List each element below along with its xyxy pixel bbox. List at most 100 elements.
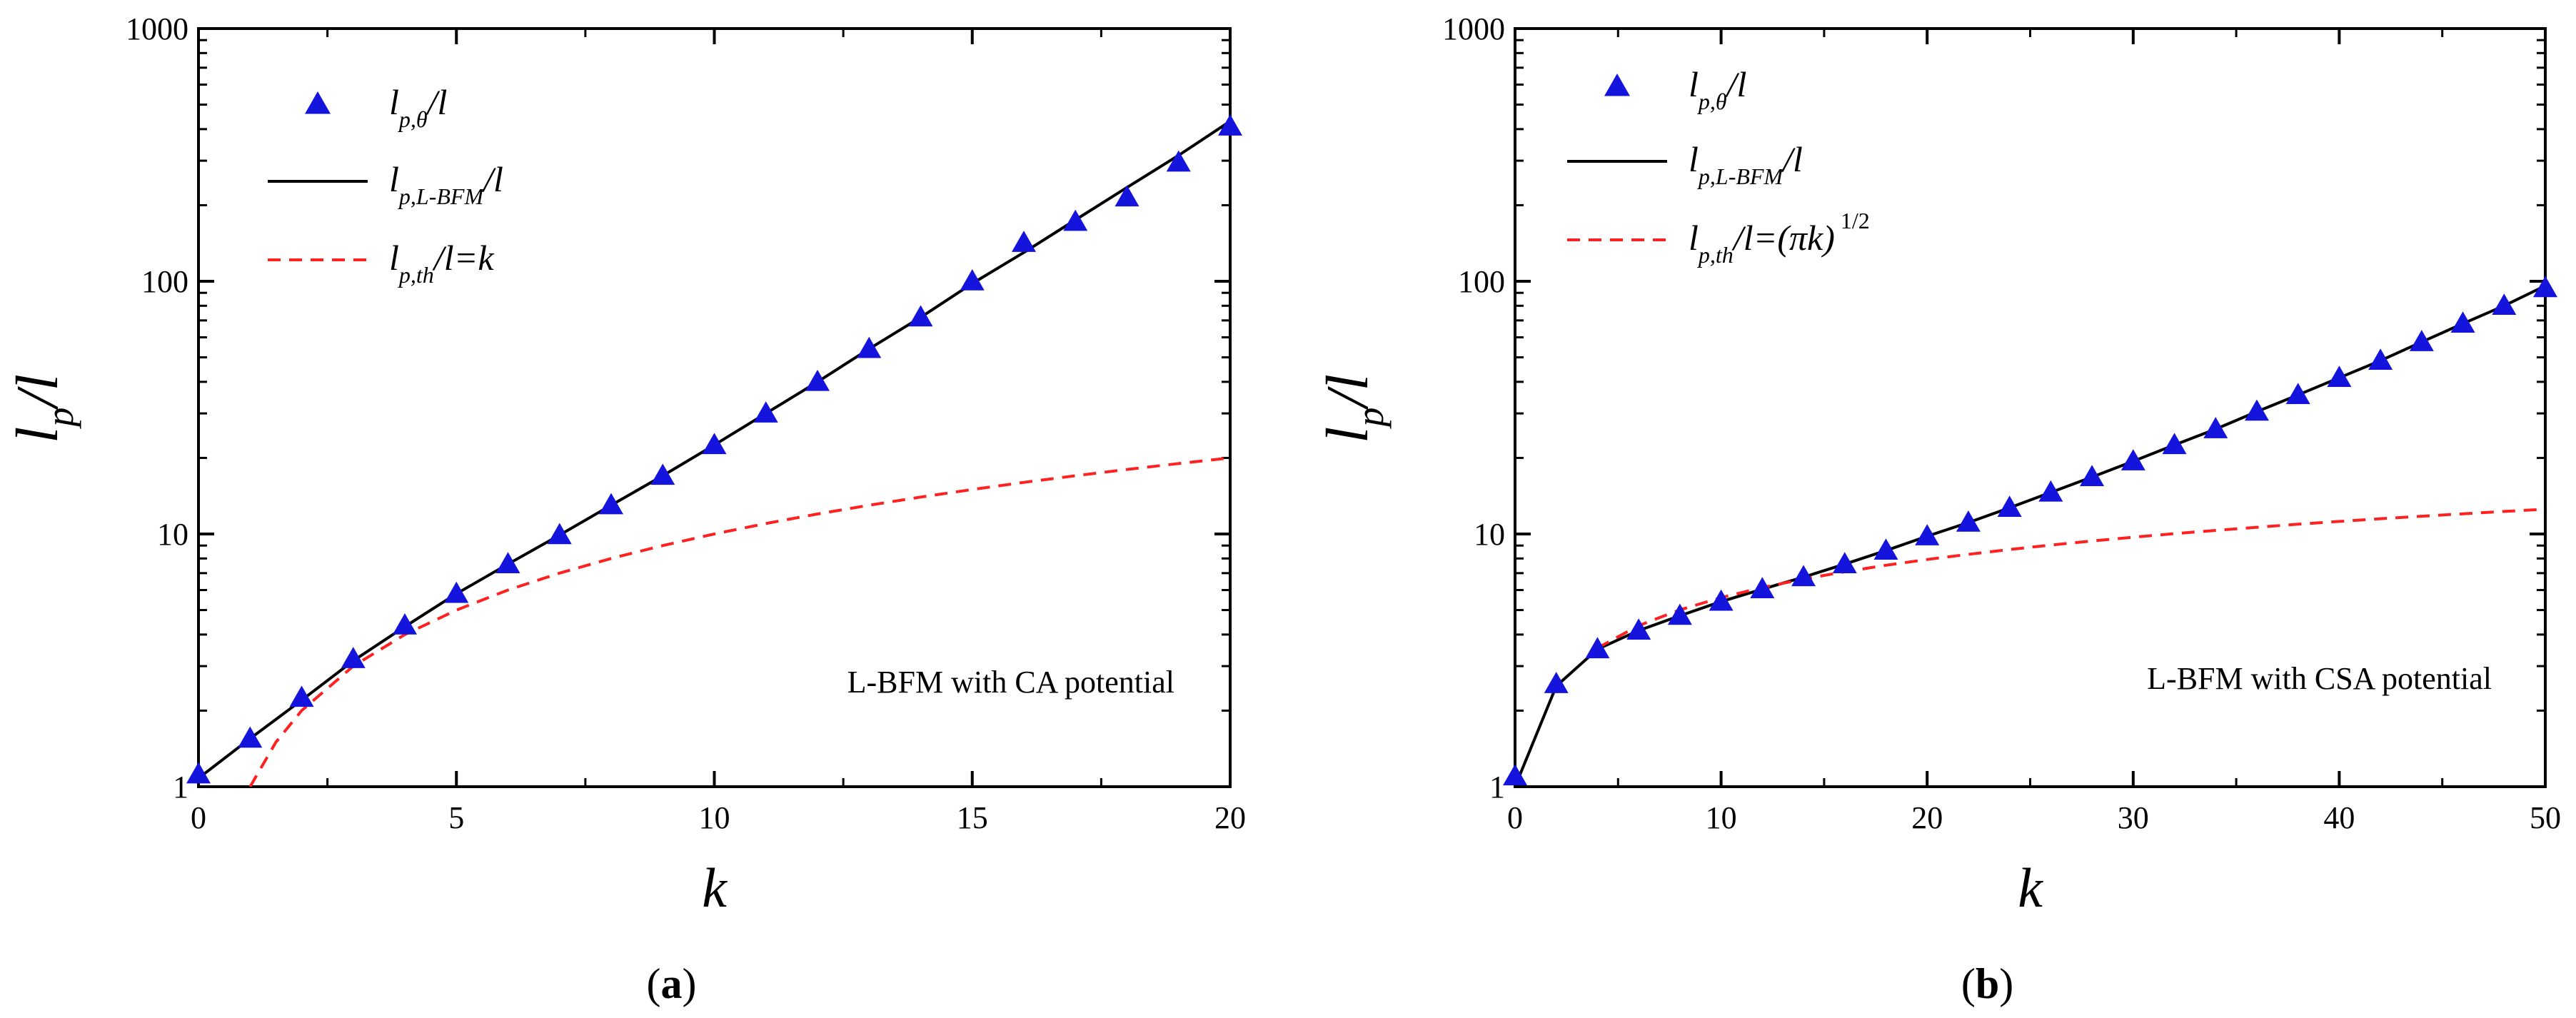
chart-annotation: L-BFM with CA potential bbox=[847, 665, 1174, 700]
y-tick-label: 100 bbox=[1458, 264, 1505, 299]
data-point bbox=[2244, 399, 2269, 421]
x-tick-label: 10 bbox=[1706, 800, 1737, 835]
panel-label-open: ( bbox=[1961, 960, 1976, 1007]
data-point bbox=[2450, 311, 2475, 333]
legend-marker-label: lp,θ/l bbox=[1689, 64, 1746, 114]
chart-annotation: L-BFM with CSA potential bbox=[2147, 661, 2492, 696]
y-tick-label: 1 bbox=[173, 770, 188, 805]
legend-label-tail: /l bbox=[426, 82, 448, 122]
data-point bbox=[908, 305, 933, 327]
legend-marker-label: lp,θ/l bbox=[389, 82, 447, 132]
data-point bbox=[702, 433, 727, 455]
data-point bbox=[1012, 231, 1036, 252]
x-tick-label: 20 bbox=[1911, 800, 1943, 835]
legend-label-sub: p,L-BFM bbox=[1697, 163, 1785, 189]
fit-line bbox=[1515, 284, 2545, 787]
data-point bbox=[1832, 552, 1857, 573]
y-tick-label: 10 bbox=[157, 517, 188, 552]
legend-theory-label: lp,th/l=k bbox=[389, 238, 494, 288]
legend-marker-swatch bbox=[1604, 74, 1630, 96]
data-point bbox=[2409, 330, 2434, 351]
legend-fit-label: lp,L-BFM/l bbox=[1689, 139, 1803, 189]
data-point bbox=[857, 336, 882, 358]
panel-label-close: ) bbox=[683, 960, 697, 1007]
x-tick-label: 5 bbox=[448, 800, 464, 835]
data-point bbox=[1709, 589, 1734, 611]
data-point bbox=[1063, 209, 1088, 231]
x-tick-label: 10 bbox=[699, 800, 730, 835]
data-point bbox=[2038, 480, 2063, 502]
data-point bbox=[2120, 449, 2145, 470]
panel-label-letter: b bbox=[1976, 960, 1999, 1007]
x-tick-label: 0 bbox=[191, 800, 206, 835]
y-axis-label-main: l bbox=[4, 427, 71, 443]
data-point bbox=[289, 685, 314, 707]
data-point bbox=[1997, 495, 2022, 518]
x-tick-label: 30 bbox=[2118, 800, 2149, 835]
data-point bbox=[341, 647, 366, 668]
data-point bbox=[599, 493, 623, 515]
data-point bbox=[1873, 538, 1898, 560]
y-tick-label: 1000 bbox=[126, 11, 188, 46]
data-point bbox=[1218, 114, 1242, 136]
legend-label-sub: p,th bbox=[1697, 242, 1734, 268]
x-tick-label: 15 bbox=[957, 800, 988, 835]
data-point bbox=[2162, 433, 2187, 455]
data-point bbox=[1166, 150, 1191, 172]
data-point bbox=[2368, 348, 2393, 370]
legend-label-tail: /l=(πk) bbox=[1731, 218, 1835, 258]
legend-label-main: l bbox=[1689, 64, 1699, 104]
x-axis-label: k bbox=[702, 857, 728, 919]
data-point bbox=[393, 613, 417, 635]
legend-label-tail: /l=k bbox=[432, 238, 495, 278]
legend-label-sub: p,θ bbox=[1697, 89, 1727, 114]
data-point bbox=[1956, 510, 1981, 532]
legend-label-main: l bbox=[1689, 218, 1699, 258]
legend-label-tail: /l bbox=[1781, 139, 1803, 179]
data-point bbox=[1626, 618, 1651, 640]
chart-panel-b: 0 10 20 30 40 501101001000klp/llp,θ/llp,L-BFM… bbox=[1314, 11, 2561, 1007]
chart-panel-a: 0 5 10 15 201101001000klp/llp,θ/llp,L-BFM/ll… bbox=[4, 11, 1246, 1007]
y-tick-label: 1000 bbox=[1442, 11, 1505, 46]
legend-fit-label: lp,L-BFM/l bbox=[389, 159, 503, 209]
data-point bbox=[444, 581, 469, 603]
data-point bbox=[2492, 293, 2517, 316]
data-point bbox=[805, 369, 830, 391]
panel-label: (a) bbox=[647, 960, 697, 1007]
legend-label-main: l bbox=[1689, 139, 1699, 179]
series-layer bbox=[1515, 284, 2545, 787]
panel-label-letter: a bbox=[661, 960, 683, 1007]
panel-label: (b) bbox=[1961, 960, 2013, 1007]
legend-label-tail: /l bbox=[481, 159, 503, 199]
data-point bbox=[495, 552, 520, 573]
y-tick-label: 1 bbox=[1489, 770, 1505, 805]
data-point bbox=[2327, 366, 2352, 387]
y-axis-label-sub: p bbox=[1349, 408, 1392, 430]
data-point bbox=[1750, 577, 1775, 599]
y-axis-label: lp/l bbox=[1314, 374, 1392, 443]
panel-label-close: ) bbox=[1999, 960, 2013, 1007]
data-point bbox=[1585, 637, 1610, 659]
data-point bbox=[1544, 672, 1569, 693]
theory-line bbox=[1596, 508, 2545, 650]
legend-label-sub: p,th bbox=[398, 262, 434, 288]
x-axis-label: k bbox=[2018, 857, 2043, 919]
y-axis-label-tail: /l bbox=[1314, 374, 1381, 410]
x-tick-label: 50 bbox=[2530, 800, 2561, 835]
legend-label-main: l bbox=[389, 82, 399, 122]
data-point bbox=[2285, 383, 2310, 404]
data-point bbox=[2533, 276, 2557, 298]
theory-line bbox=[248, 456, 1230, 787]
y-axis-label-sub: p bbox=[39, 408, 81, 430]
y-tick-label: 100 bbox=[141, 264, 188, 299]
y-axis-label-main: l bbox=[1314, 427, 1381, 443]
data-point bbox=[753, 401, 778, 423]
legend-label-sub: p,θ bbox=[398, 106, 428, 132]
data-point bbox=[1503, 764, 1527, 786]
panel-label-open: ( bbox=[647, 960, 661, 1007]
data-point bbox=[2203, 417, 2228, 438]
data-point bbox=[1915, 524, 1940, 545]
data-point bbox=[1667, 603, 1692, 625]
data-point bbox=[186, 762, 211, 784]
x-tick-label: 40 bbox=[2323, 800, 2355, 835]
